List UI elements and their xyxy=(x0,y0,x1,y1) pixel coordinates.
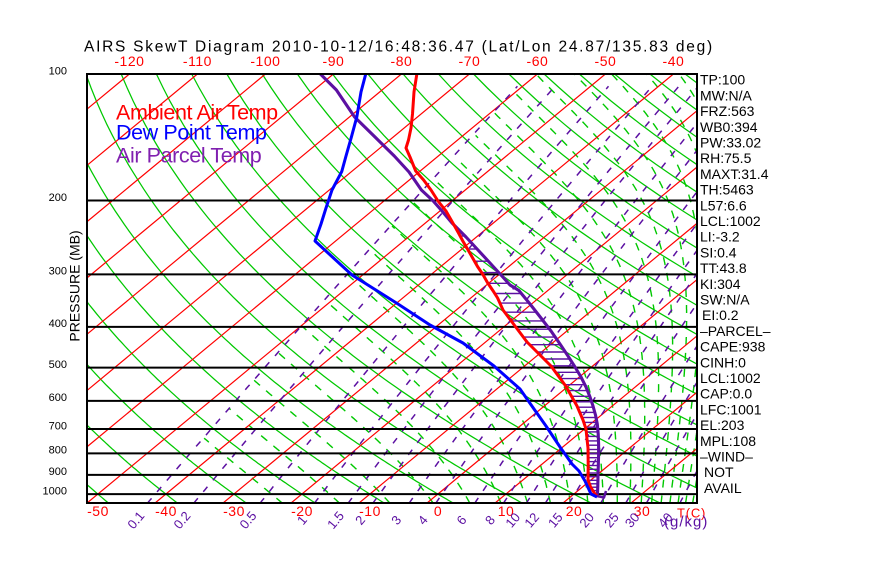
svg-text:-10: -10 xyxy=(359,503,381,519)
svg-text:CAPE:938: CAPE:938 xyxy=(700,339,766,355)
svg-text:RH:75.5: RH:75.5 xyxy=(700,150,752,166)
svg-text:LFC:1001: LFC:1001 xyxy=(700,401,762,417)
svg-text:-110: -110 xyxy=(183,53,212,69)
svg-text:-60: -60 xyxy=(527,53,549,69)
svg-text:(g/kg): (g/kg) xyxy=(664,514,708,531)
svg-text:TH:5463: TH:5463 xyxy=(700,182,754,198)
svg-text:Air Parcel Temp: Air Parcel Temp xyxy=(116,144,262,168)
svg-text:–WIND–: –WIND– xyxy=(700,449,753,465)
svg-text:-40: -40 xyxy=(663,53,685,69)
svg-text:-120: -120 xyxy=(114,53,144,69)
svg-text:-50: -50 xyxy=(595,53,617,69)
svg-text:TP:100: TP:100 xyxy=(700,72,745,88)
svg-text:-50: -50 xyxy=(87,503,109,519)
svg-text:PW:33.02: PW:33.02 xyxy=(700,135,761,151)
svg-text:FRZ:563: FRZ:563 xyxy=(700,103,755,119)
svg-text:Ambient Air Temp: Ambient Air Temp xyxy=(116,101,278,125)
svg-text:MW:N/A: MW:N/A xyxy=(700,87,753,103)
svg-text:900: 900 xyxy=(49,466,67,478)
svg-text:WB0:394: WB0:394 xyxy=(700,119,758,135)
svg-text:20: 20 xyxy=(566,503,583,519)
svg-text:TT:43.8: TT:43.8 xyxy=(700,260,747,276)
svg-text:AIRS SkewT Diagram 2010-10-12/: AIRS SkewT Diagram 2010-10-12/16:48:36.4… xyxy=(84,39,714,56)
svg-text:EI:0.2: EI:0.2 xyxy=(702,307,739,323)
svg-text:300: 300 xyxy=(49,266,67,278)
svg-text:-100: -100 xyxy=(250,53,280,69)
svg-text:CINH:0: CINH:0 xyxy=(700,354,746,370)
svg-text:Dew Point Temp: Dew Point Temp xyxy=(116,121,267,145)
svg-text:-40: -40 xyxy=(155,503,177,519)
svg-text:KI:304: KI:304 xyxy=(700,276,741,292)
svg-text:10: 10 xyxy=(498,503,515,519)
svg-text:CAP:0.0: CAP:0.0 xyxy=(700,386,752,402)
svg-text:30: 30 xyxy=(634,503,651,519)
svg-text:-80: -80 xyxy=(391,53,413,69)
svg-text:0: 0 xyxy=(434,503,442,519)
svg-text:400: 400 xyxy=(49,318,67,330)
svg-text:200: 200 xyxy=(49,192,67,204)
svg-text:–PARCEL–: –PARCEL– xyxy=(700,323,771,339)
svg-text:-90: -90 xyxy=(323,53,345,69)
svg-text:LCL:1002: LCL:1002 xyxy=(700,213,761,229)
svg-text:L57:6.6: L57:6.6 xyxy=(700,197,747,213)
svg-text:-70: -70 xyxy=(459,53,481,69)
svg-text:500: 500 xyxy=(49,359,67,371)
svg-text:EL:203: EL:203 xyxy=(700,417,745,433)
svg-text:100: 100 xyxy=(49,65,67,77)
svg-text:SI:0.4: SI:0.4 xyxy=(700,244,737,260)
svg-text:MAXT:31.4: MAXT:31.4 xyxy=(700,166,769,182)
svg-text:700: 700 xyxy=(49,420,67,432)
svg-text:MPL:108: MPL:108 xyxy=(700,433,756,449)
svg-text:NOT: NOT xyxy=(704,464,734,480)
svg-text:-30: -30 xyxy=(223,503,245,519)
svg-text:600: 600 xyxy=(49,392,67,404)
svg-text:LCL:1002: LCL:1002 xyxy=(700,370,761,386)
svg-text:LI:-3.2: LI:-3.2 xyxy=(700,229,740,245)
svg-text:AVAIL: AVAIL xyxy=(704,480,742,496)
svg-text:1000: 1000 xyxy=(43,485,67,497)
svg-text:PRESSURE (MB): PRESSURE (MB) xyxy=(67,230,83,341)
svg-text:SW:N/A: SW:N/A xyxy=(700,292,750,308)
svg-text:T(C): T(C) xyxy=(677,506,706,521)
svg-text:-20: -20 xyxy=(291,503,313,519)
svg-text:800: 800 xyxy=(49,445,67,457)
